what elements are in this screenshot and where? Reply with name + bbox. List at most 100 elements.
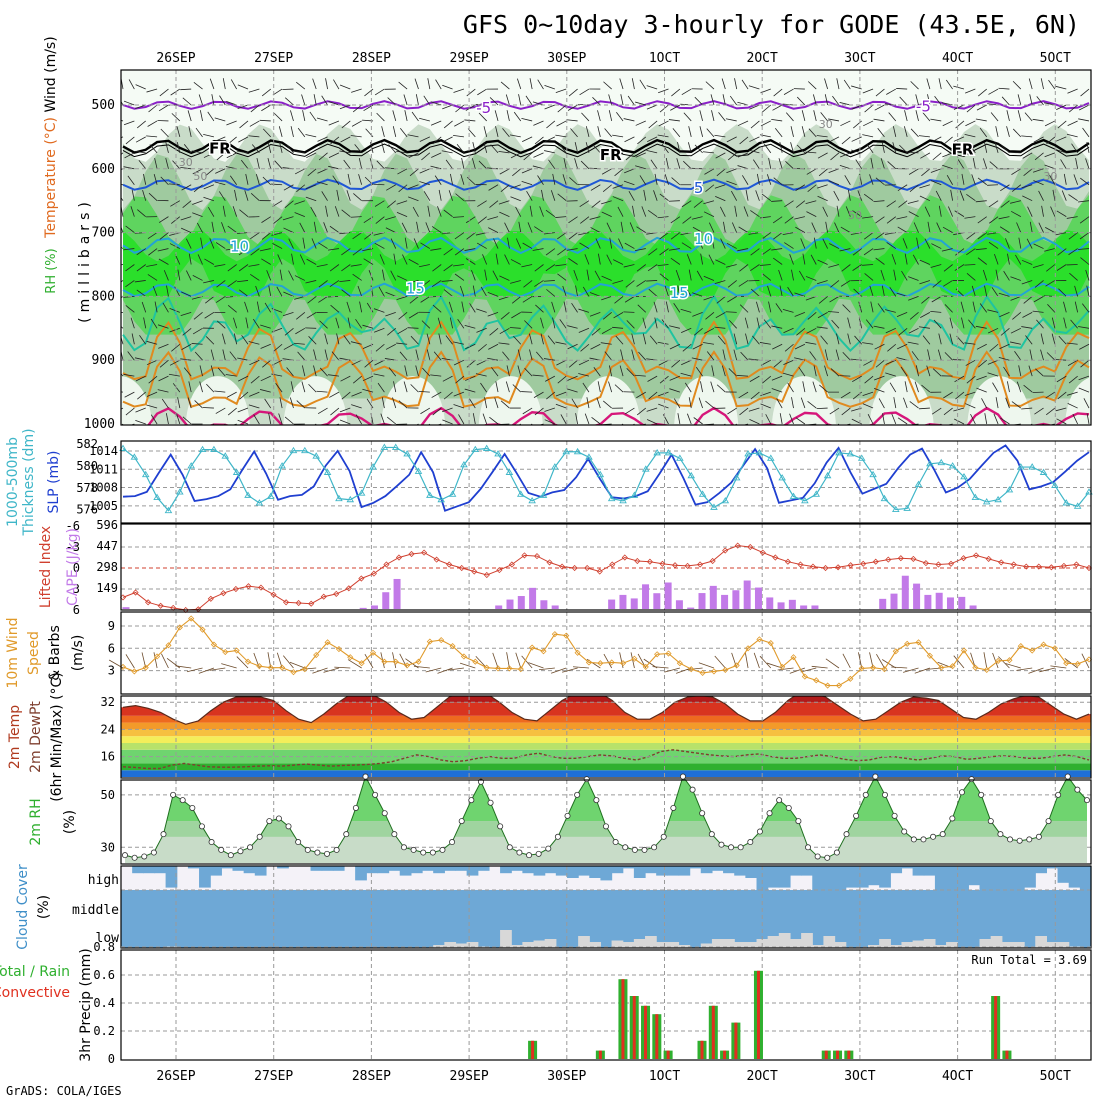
wind10m-point xyxy=(972,664,979,671)
wind-barb xyxy=(557,232,567,240)
wind-barb xyxy=(1046,352,1056,361)
wind-barb xyxy=(718,112,726,122)
wind-barb xyxy=(1023,168,1033,177)
wind-barb xyxy=(938,78,942,90)
wind-barb xyxy=(635,120,646,126)
wind-barb xyxy=(316,264,328,267)
wind-barb xyxy=(1056,104,1067,110)
wind-barb xyxy=(1050,206,1056,217)
thickness-point xyxy=(164,506,173,514)
wind-barb xyxy=(335,317,340,329)
wind-barb xyxy=(260,375,271,382)
wind-barb xyxy=(796,200,806,208)
wind-barb xyxy=(283,227,294,233)
wind-barb xyxy=(835,349,840,361)
lifted-index-point xyxy=(408,550,415,558)
rh2m-point xyxy=(708,831,715,838)
wind-barb xyxy=(316,181,328,186)
wind-barb xyxy=(232,206,238,217)
wind-barb xyxy=(692,292,703,297)
wind-barb xyxy=(657,134,669,138)
wind-barb xyxy=(328,120,340,126)
wind-barb xyxy=(407,280,419,284)
wind-barb xyxy=(1067,359,1078,367)
wind-barb xyxy=(1079,216,1090,224)
slp-tick: 1014 xyxy=(89,444,118,458)
wind-barb xyxy=(294,168,306,175)
wind-barb xyxy=(435,79,442,90)
wind-barb xyxy=(680,327,692,334)
wind-barb xyxy=(421,152,431,161)
wind-barb xyxy=(513,111,522,122)
wind-barb xyxy=(571,302,578,313)
rh2m-point xyxy=(1016,837,1023,844)
wind10m-barb xyxy=(186,667,203,673)
temp-band xyxy=(121,729,1091,737)
wind-barb xyxy=(135,136,146,143)
wind-barb xyxy=(954,375,965,383)
wind-barb xyxy=(763,319,772,329)
cape-bar xyxy=(675,600,683,609)
wind-barb xyxy=(250,248,260,256)
precip-conv-bar xyxy=(734,1022,738,1059)
wind-barb xyxy=(452,264,464,267)
wind-barb xyxy=(187,110,192,122)
wind-barb xyxy=(539,206,544,217)
wind-barb xyxy=(904,110,908,122)
wind-barb xyxy=(188,126,192,137)
wind-barb xyxy=(789,413,794,425)
wind10m-barb xyxy=(236,656,249,669)
wind-barb xyxy=(273,343,283,352)
wind-barb xyxy=(200,237,203,249)
wind-barb xyxy=(580,216,590,224)
wind-barb xyxy=(987,184,999,186)
wind-barb xyxy=(943,264,953,272)
wind-barb xyxy=(626,320,635,329)
wind-barb xyxy=(839,375,851,377)
wind-barb xyxy=(410,335,419,345)
wind-barb xyxy=(782,372,794,377)
wind-barb xyxy=(1033,180,1044,186)
lifted-index-point xyxy=(709,557,716,565)
wind-barb xyxy=(1075,157,1079,169)
rh2m-point xyxy=(1045,818,1052,825)
wind-barb xyxy=(744,317,749,329)
wind-barb xyxy=(1067,88,1078,94)
wind-barb xyxy=(495,126,499,137)
wind10m-barb xyxy=(1005,663,1021,669)
wind-barb xyxy=(687,142,692,153)
wind-barb xyxy=(180,216,192,221)
wind-barb xyxy=(404,365,408,377)
wind-barb xyxy=(494,397,499,409)
wind-barb xyxy=(375,343,385,352)
wind10m-barb xyxy=(515,652,522,669)
lifted-index-point xyxy=(446,561,453,568)
cloud-high-cell xyxy=(789,866,802,876)
wind-barb xyxy=(731,190,738,201)
cloud-high-cell xyxy=(934,866,947,890)
thickness-point xyxy=(460,460,468,468)
wind-barb xyxy=(250,104,260,113)
wind-barb xyxy=(852,375,862,383)
wind-barb xyxy=(279,397,283,409)
wind-barb xyxy=(716,384,726,393)
wind-barb xyxy=(817,152,828,159)
contour-label: FR xyxy=(600,146,622,164)
rh2m-point xyxy=(429,849,436,856)
wind-barb xyxy=(828,168,840,173)
wind-barb xyxy=(733,349,738,361)
wind-barb xyxy=(1052,189,1056,201)
wind-barb xyxy=(489,327,499,336)
wind-barb xyxy=(817,280,828,285)
date-label-top: 30SEP xyxy=(547,51,586,66)
wind10m-barb xyxy=(475,655,487,669)
wind-barb xyxy=(408,312,419,319)
wind-barb xyxy=(1005,238,1010,249)
wind-barb xyxy=(305,196,317,202)
rh2m-point xyxy=(179,797,186,804)
contour-label: 30 xyxy=(179,156,193,169)
wind-barb xyxy=(863,120,874,127)
precip-conv-bar xyxy=(666,1050,670,1059)
wind-barb xyxy=(188,381,192,393)
